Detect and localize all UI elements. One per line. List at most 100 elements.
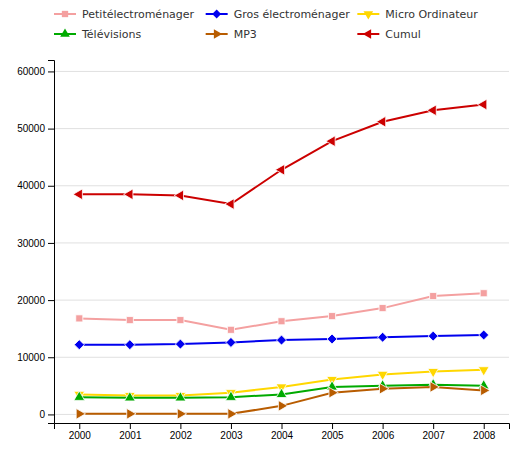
legend: Petitélectroménager Gros électroménager Mi… (54, 8, 478, 41)
series-marker (478, 99, 487, 110)
series-marker (175, 339, 185, 349)
y-tick-label: 60000 (17, 66, 45, 77)
series-marker (379, 305, 386, 312)
y-tick-label: 10000 (17, 352, 45, 363)
y-tick: 60000 (17, 66, 54, 77)
x-tick-mark (433, 423, 434, 429)
x-tick-mark (180, 423, 181, 429)
x-tick-mark (332, 423, 333, 429)
series-marker (430, 293, 437, 300)
x-tick-mark (282, 423, 283, 429)
series (74, 330, 488, 350)
series-marker (125, 340, 135, 350)
y-tick: 10000 (17, 352, 54, 363)
series-marker (124, 392, 135, 401)
x-tick-label: 2002 (170, 430, 193, 441)
series-marker (276, 388, 287, 397)
grid (54, 71, 509, 414)
series-marker (74, 391, 85, 400)
series-marker (76, 315, 83, 322)
series-marker (226, 337, 236, 347)
series-marker (225, 199, 234, 210)
y-axis-line (48, 61, 55, 424)
y-tick-label: 0 (39, 409, 45, 420)
x-tick-mark (383, 423, 384, 429)
x-tick-label: 2003 (220, 430, 243, 441)
series-marker (175, 392, 186, 401)
chart: 2000 2001 2002 2003 2004 2005 2006 2007 2008 0 100… (0, 0, 525, 451)
x-tick-mark (484, 423, 485, 429)
series-line (79, 387, 483, 414)
legend-entry: Cumul (357, 28, 420, 41)
x-tick-mark (231, 423, 232, 429)
series (76, 290, 488, 334)
series-marker (126, 317, 133, 324)
grid-line (54, 300, 509, 301)
series-line (79, 105, 483, 204)
series-marker (329, 313, 336, 320)
x-tick: 2002 (170, 423, 193, 441)
legend-entry: Télévisions (54, 28, 141, 41)
grid-line (54, 242, 509, 243)
y-tick-mark (48, 129, 54, 130)
series-marker (427, 105, 436, 116)
y-tick-mark (48, 243, 54, 244)
legend-marker (214, 29, 222, 39)
legend-label: MP3 (234, 28, 257, 41)
x-tick-label: 2006 (372, 430, 395, 441)
x-tick: 2007 (423, 423, 446, 441)
x-tick: 2003 (220, 423, 243, 441)
x-tick-label: 2007 (423, 430, 446, 441)
legend-marker (364, 11, 374, 19)
x-tick: 2008 (473, 423, 496, 441)
series-marker (275, 164, 284, 175)
x-tick: 2005 (321, 423, 344, 441)
y-tick: 40000 (17, 180, 54, 191)
y-tick-label: 50000 (17, 123, 45, 134)
series-marker (378, 332, 388, 342)
series (76, 382, 490, 420)
legend-label: Télévisions (81, 28, 141, 41)
y-tick: 50000 (17, 123, 54, 134)
series (73, 99, 487, 209)
legend-label: Gros électroménager (234, 8, 351, 21)
legend-marker (60, 28, 70, 36)
legend-label: Micro Ordinateur (385, 8, 478, 21)
y-tick-mark (48, 186, 54, 187)
y-tick-label: 40000 (17, 180, 45, 191)
series-marker (226, 391, 237, 400)
series-marker (327, 334, 337, 344)
series-marker (74, 340, 84, 350)
series-marker (177, 408, 186, 419)
y-tick: 30000 (17, 238, 54, 249)
y-tick-mark (48, 300, 54, 301)
series-marker (481, 385, 490, 396)
series-marker (480, 290, 487, 297)
y-tick-label: 30000 (17, 238, 45, 249)
x-tick: 2001 (119, 423, 142, 441)
legend-marker (212, 10, 221, 19)
series-marker (278, 400, 287, 411)
legend-entry: Petitélectroménager (54, 8, 195, 21)
x-tick: 2006 (372, 423, 395, 441)
series-marker (73, 189, 82, 200)
series-marker (430, 382, 439, 393)
legend-marker (62, 11, 68, 17)
y-axis: 0100002000030000400005000060000 (17, 61, 54, 424)
y-tick-mark (48, 414, 54, 415)
series (74, 367, 489, 402)
series-marker (278, 318, 285, 325)
x-tick: 2004 (271, 423, 294, 441)
grid-line (54, 357, 509, 358)
x-tick-mark (79, 423, 80, 429)
x-axis-line (55, 424, 510, 430)
series-marker (277, 335, 287, 345)
plot-area (73, 99, 490, 419)
x-tick: 2000 (69, 423, 92, 441)
series-marker (177, 317, 184, 324)
series-marker (380, 383, 389, 394)
legend-entry: Gros électroménager (206, 8, 351, 21)
x-axis: 2000 2001 2002 2003 2004 2005 2006 2007 2008 (55, 423, 510, 441)
x-tick-mark (130, 423, 131, 429)
x-tick-label: 2000 (69, 430, 92, 441)
